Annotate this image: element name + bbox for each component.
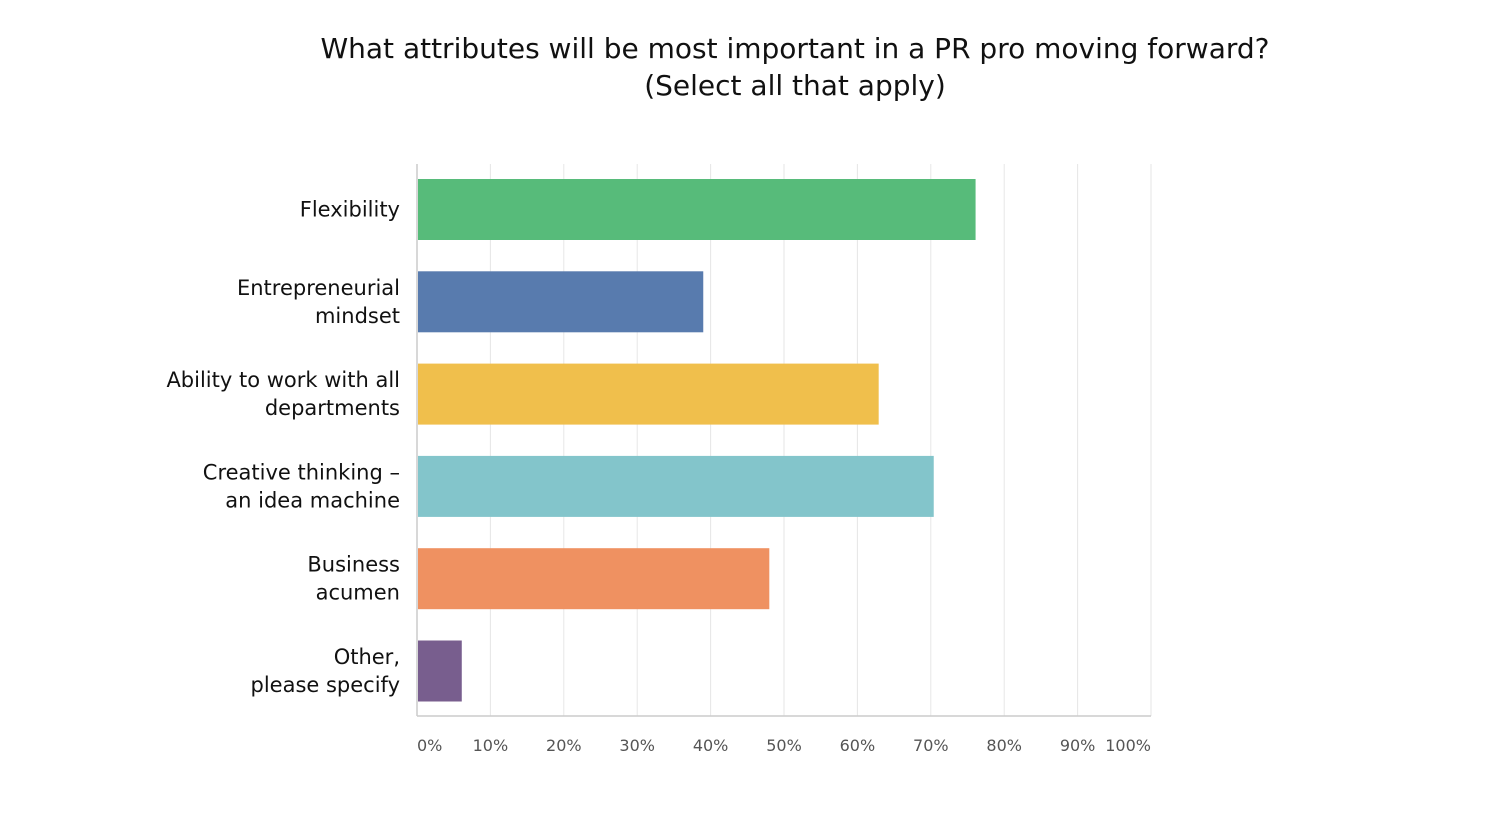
x-tick-label: 70%: [913, 736, 949, 755]
bar: [418, 179, 976, 240]
category-label: Business: [307, 553, 400, 577]
category-label: an idea machine: [225, 488, 400, 512]
x-tick-label: 20%: [546, 736, 582, 755]
chart-subtitle: (Select all that apply): [644, 69, 946, 102]
x-tick-label: 90%: [1060, 736, 1096, 755]
category-label: Ability to work with all: [166, 368, 400, 392]
x-tick-label: 80%: [986, 736, 1022, 755]
category-label: acumen: [316, 581, 400, 605]
category-label: please specify: [250, 673, 400, 697]
x-tick-label: 50%: [766, 736, 802, 755]
category-label: Flexibility: [300, 198, 400, 222]
bar: [418, 271, 704, 333]
x-tick-label: 60%: [840, 736, 876, 755]
bar: [418, 640, 462, 702]
x-tick-label: 0%: [417, 736, 442, 755]
category-label: Creative thinking –: [203, 460, 400, 484]
category-label: departments: [265, 396, 400, 420]
x-tick-label: 30%: [619, 736, 655, 755]
chart-title-line: What attributes will be most important i…: [320, 32, 1270, 65]
bar: [418, 363, 879, 425]
chart-title: What attributes will be most important i…: [0, 30, 1486, 104]
x-tick-label: 10%: [473, 736, 509, 755]
bar: [418, 548, 770, 610]
category-label: Entrepreneurial: [237, 276, 400, 300]
category-label: Other,: [334, 645, 400, 669]
x-tick-label: 100%: [1105, 736, 1151, 755]
x-tick-label: 40%: [693, 736, 729, 755]
category-label: mindset: [315, 304, 400, 328]
bar: [418, 455, 934, 517]
